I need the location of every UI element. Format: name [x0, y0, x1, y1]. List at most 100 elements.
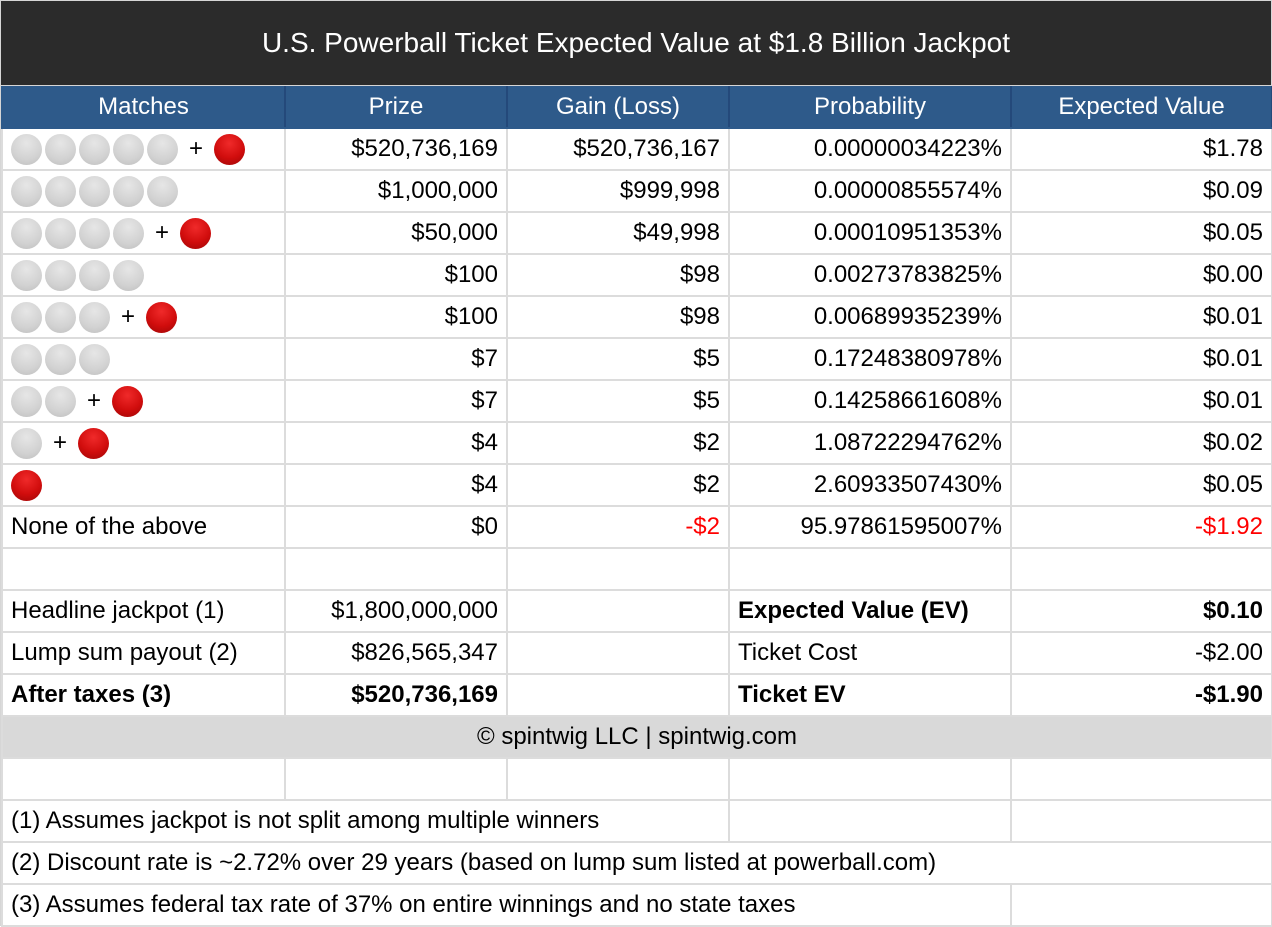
red-powerball-icon	[11, 469, 42, 501]
empty-cell	[1010, 757, 1272, 801]
ev-cell: $1.78	[1010, 127, 1272, 171]
white-ball-icon	[45, 385, 76, 417]
ball-group: +	[11, 385, 276, 417]
summary-row-headline: Headline jackpot (1) $1,800,000,000 Expe…	[1, 589, 1272, 633]
note-row: (1) Assumes jackpot is not split among m…	[1, 799, 1272, 843]
table-row: + $7 $5 0.14258661608% $0.01	[1, 379, 1272, 423]
white-ball-icon	[147, 133, 178, 165]
probability-cell: 0.00000855574%	[728, 169, 1012, 213]
table-row: $100 $98 0.00273783825% $0.00	[1, 253, 1272, 297]
white-ball-icon	[45, 217, 76, 249]
probability-cell: 1.08722294762%	[728, 421, 1012, 465]
empty-cell	[506, 589, 730, 633]
none-of-the-above-row: None of the above $0 -$2 95.97861595007%…	[1, 505, 1272, 549]
white-ball-icon	[79, 133, 110, 165]
probability-cell: 2.60933507430%	[728, 463, 1012, 507]
ball-group	[11, 343, 276, 375]
column-header-prize: Prize	[284, 86, 508, 129]
white-ball-icon	[45, 301, 76, 333]
copyright-text: © spintwig LLC | spintwig.com	[1, 715, 1272, 759]
ball-group: +	[11, 217, 276, 249]
after-taxes-value: $520,736,169	[284, 673, 508, 717]
ticket-cost-label: Ticket Cost	[728, 631, 1012, 675]
empty-cell	[728, 757, 1012, 801]
white-ball-icon	[11, 175, 42, 207]
matches-cell: +	[1, 295, 286, 339]
footnote-1: (1) Assumes jackpot is not split among m…	[1, 799, 730, 843]
white-ball-icon	[79, 217, 110, 249]
white-ball-icon	[45, 343, 76, 375]
table-row: $4 $2 2.60933507430% $0.05	[1, 463, 1272, 507]
red-powerball-icon	[78, 427, 110, 459]
white-ball-icon	[113, 175, 144, 207]
ticket-cost-value: -$2.00	[1010, 631, 1272, 675]
red-powerball-icon	[214, 133, 246, 165]
matches-cell: +	[1, 421, 286, 465]
matches-cell: +	[1, 127, 286, 171]
lump-sum-label: Lump sum payout (2)	[1, 631, 286, 675]
plus-sign: +	[155, 219, 170, 246]
white-ball-icon	[79, 259, 110, 291]
white-ball-icon	[113, 259, 144, 291]
probability-cell: 95.97861595007%	[728, 505, 1012, 549]
empty-cell	[1, 547, 286, 591]
white-ball-icon	[11, 301, 42, 333]
gain-cell: $5	[506, 337, 730, 381]
red-powerball-icon	[112, 385, 144, 417]
copyright-row: © spintwig LLC | spintwig.com	[1, 715, 1272, 759]
empty-cell	[284, 757, 508, 801]
headline-jackpot-value: $1,800,000,000	[284, 589, 508, 633]
gain-cell: $5	[506, 379, 730, 423]
gain-cell: $98	[506, 295, 730, 339]
ev-cell: $0.09	[1010, 169, 1272, 213]
column-header-gain: Gain (Loss)	[506, 86, 730, 129]
probability-cell: 0.00010951353%	[728, 211, 1012, 255]
red-powerball-icon	[180, 217, 212, 249]
table-row: $1,000,000 $999,998 0.00000855574% $0.09	[1, 169, 1272, 213]
prize-cell: $0	[284, 505, 508, 549]
column-header-probability: Probability	[728, 86, 1012, 129]
white-ball-icon	[11, 259, 42, 291]
header-row: Matches Prize Gain (Loss) Probability Ex…	[1, 86, 1272, 129]
white-ball-icon	[45, 175, 76, 207]
table-row: + $100 $98 0.00689935239% $0.01	[1, 295, 1272, 339]
footnote-2: (2) Discount rate is ~2.72% over 29 year…	[1, 841, 1272, 885]
sheet-title: U.S. Powerball Ticket Expected Value at …	[1, 1, 1271, 86]
white-ball-icon	[79, 301, 110, 333]
plus-sign: +	[189, 135, 204, 162]
footnote-3: (3) Assumes federal tax rate of 37% on e…	[1, 883, 1012, 927]
probability-cell: 0.14258661608%	[728, 379, 1012, 423]
prize-cell: $7	[284, 337, 508, 381]
probability-cell: 0.17248380978%	[728, 337, 1012, 381]
note-row: (2) Discount rate is ~2.72% over 29 year…	[1, 841, 1272, 885]
white-ball-icon	[45, 133, 76, 165]
empty-cell	[1, 757, 286, 801]
gain-cell: $98	[506, 253, 730, 297]
ball-group: +	[11, 133, 276, 165]
matches-cell	[1, 337, 286, 381]
white-ball-icon	[11, 217, 42, 249]
ball-group	[11, 469, 276, 501]
plus-sign: +	[53, 429, 68, 456]
ev-cell: $0.02	[1010, 421, 1272, 465]
column-header-expected-value: Expected Value	[1010, 86, 1272, 129]
gain-cell: -$2	[506, 505, 730, 549]
white-ball-icon	[11, 427, 42, 459]
ev-cell: $0.01	[1010, 295, 1272, 339]
empty-cell	[728, 547, 1012, 591]
ev-table: Matches Prize Gain (Loss) Probability Ex…	[1, 86, 1272, 927]
ball-group	[11, 175, 276, 207]
probability-cell: 0.00000034223%	[728, 127, 1012, 171]
ticket-ev-label: Ticket EV	[728, 673, 1012, 717]
table-row: + $4 $2 1.08722294762% $0.02	[1, 421, 1272, 465]
gain-cell: $520,736,167	[506, 127, 730, 171]
matches-cell	[1, 253, 286, 297]
empty-cell	[728, 799, 1012, 843]
white-ball-icon	[113, 217, 144, 249]
ev-cell: $0.01	[1010, 337, 1272, 381]
ev-cell: $0.05	[1010, 463, 1272, 507]
blank-row	[1, 547, 1272, 591]
red-powerball-icon	[146, 301, 178, 333]
white-ball-icon	[11, 385, 42, 417]
